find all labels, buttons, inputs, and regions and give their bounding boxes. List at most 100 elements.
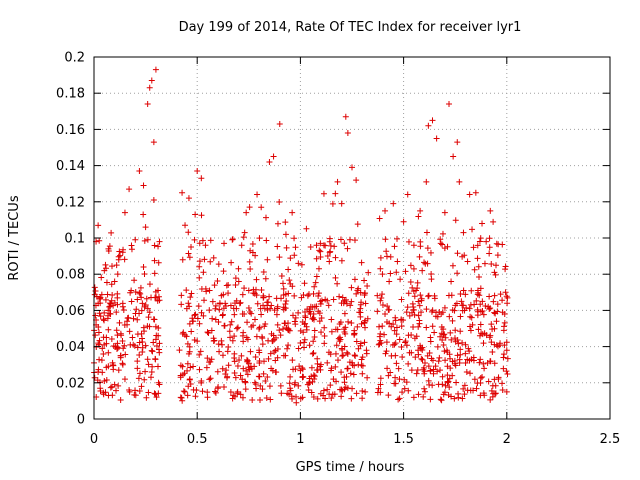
data-point (145, 314, 152, 321)
data-point (337, 236, 344, 243)
data-point (258, 311, 265, 318)
data-point (108, 335, 115, 342)
data-point (502, 289, 509, 296)
data-point (286, 327, 293, 334)
data-point (267, 396, 274, 403)
data-point (352, 352, 359, 359)
data-point (220, 291, 227, 298)
data-point (348, 298, 355, 305)
data-point (431, 329, 438, 336)
data-point (237, 372, 244, 379)
data-point (199, 237, 206, 244)
data-point (181, 370, 188, 377)
data-point (156, 349, 163, 356)
data-point (418, 297, 425, 304)
data-point (477, 356, 484, 363)
data-point (305, 387, 312, 394)
data-point (471, 376, 478, 383)
data-point (153, 332, 160, 339)
data-point (286, 380, 293, 387)
data-point (138, 294, 145, 301)
data-point (480, 340, 487, 347)
data-point (486, 306, 493, 313)
data-point (96, 356, 103, 363)
axis-ticks: 0 0.02 0.04 0.06 0.08 0.1 0.12 0.14 0.16 0.18 0.2 0… (56, 51, 620, 448)
data-point (136, 351, 143, 358)
data-point (387, 270, 394, 277)
data-point (96, 295, 103, 302)
data-point (301, 339, 308, 346)
data-point (401, 376, 408, 383)
data-point (441, 209, 448, 216)
data-point (151, 270, 158, 277)
data-point (209, 315, 216, 322)
data-point (327, 242, 334, 249)
data-point (112, 343, 119, 350)
data-point (132, 387, 139, 394)
data-point (104, 291, 111, 298)
data-point (417, 207, 424, 214)
data-point (102, 296, 109, 303)
data-point (334, 326, 341, 333)
data-point (466, 323, 473, 330)
data-point (102, 261, 109, 268)
data-point (121, 376, 128, 383)
data-point (142, 224, 149, 231)
data-point (266, 383, 273, 390)
data-point (234, 388, 241, 395)
data-point (449, 262, 456, 269)
data-point (446, 101, 453, 108)
data-point (205, 329, 212, 336)
data-point (313, 255, 320, 262)
data-point (486, 235, 493, 242)
data-point (374, 292, 381, 299)
data-point (357, 342, 364, 349)
data-point (341, 240, 348, 247)
x-axis-label: GPS time / hours (296, 460, 405, 475)
data-point (469, 226, 476, 233)
data-point (292, 244, 299, 251)
data-point (487, 332, 494, 339)
data-point (316, 247, 323, 254)
data-point (344, 385, 351, 392)
data-point (491, 309, 498, 316)
data-point (320, 387, 327, 394)
data-point (362, 300, 369, 307)
data-point (309, 315, 316, 322)
data-point (92, 312, 99, 319)
data-point (487, 207, 494, 214)
data-point (259, 386, 266, 393)
data-point (216, 300, 223, 307)
data-point (473, 385, 480, 392)
data-point (115, 253, 122, 260)
data-point (103, 377, 110, 384)
data-point (488, 261, 495, 268)
data-point (219, 352, 226, 359)
data-point (354, 287, 361, 294)
data-point (196, 258, 203, 265)
data-point (283, 298, 290, 305)
data-point (252, 353, 259, 360)
data-point (187, 364, 194, 371)
data-point (114, 301, 121, 308)
data-point (421, 385, 428, 392)
data-point (97, 387, 104, 394)
data-point (308, 373, 315, 380)
data-point (299, 365, 306, 372)
data-point (342, 324, 349, 331)
data-point (485, 378, 492, 385)
data-point (402, 268, 409, 275)
data-point (185, 195, 192, 202)
data-point (334, 357, 341, 364)
data-point (496, 342, 503, 349)
data-point (467, 387, 474, 394)
data-point (277, 382, 284, 389)
data-point (357, 309, 364, 316)
data-point (339, 294, 346, 301)
data-point (142, 301, 149, 308)
y-tick-label: 0.06 (56, 304, 85, 319)
data-point (332, 190, 339, 197)
data-point (351, 330, 358, 337)
data-point (153, 394, 160, 401)
data-point (331, 243, 338, 250)
